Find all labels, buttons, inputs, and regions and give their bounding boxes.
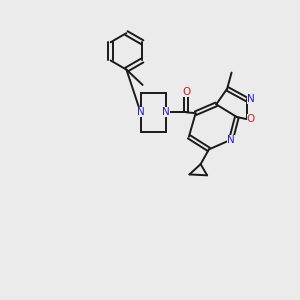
Text: N: N xyxy=(227,135,235,145)
Text: N: N xyxy=(137,107,145,117)
Text: O: O xyxy=(182,87,190,97)
Text: O: O xyxy=(247,114,255,124)
Text: N: N xyxy=(162,107,170,117)
Text: N: N xyxy=(247,94,255,104)
